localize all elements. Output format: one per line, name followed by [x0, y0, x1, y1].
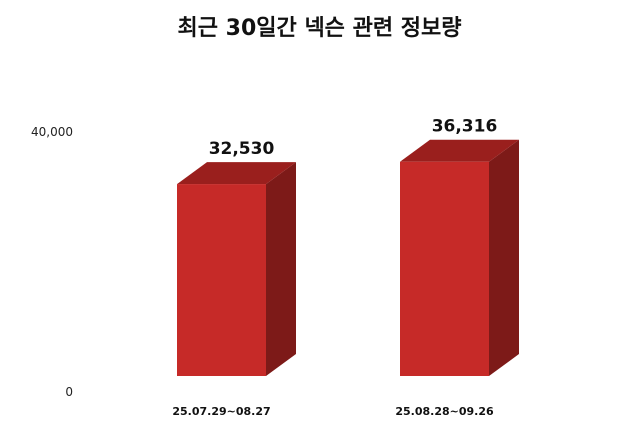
bar-top: [177, 162, 296, 185]
bar-top: [400, 139, 519, 162]
bar-side: [266, 162, 296, 376]
category-labels: 25.07.29~08.27 25.08.28~09.26: [172, 405, 494, 418]
bar-side: [489, 139, 519, 376]
bar-value-label: 36,316: [432, 117, 498, 137]
y-axis-ticks: 0 40,000: [31, 125, 73, 399]
y-tick-label: 0: [65, 385, 73, 399]
bar-value-label: 32,530: [209, 139, 275, 159]
category-label: 25.08.28~09.26: [395, 405, 494, 418]
bar: [177, 184, 266, 376]
category-label: 25.07.29~08.27: [172, 405, 270, 418]
bars-group: 32,530 36,316: [177, 117, 519, 376]
chart-title: 최근 30일간 넥슨 관련 정보량: [177, 16, 462, 41]
bar: [400, 161, 489, 376]
y-tick-label: 40,000: [31, 125, 73, 139]
